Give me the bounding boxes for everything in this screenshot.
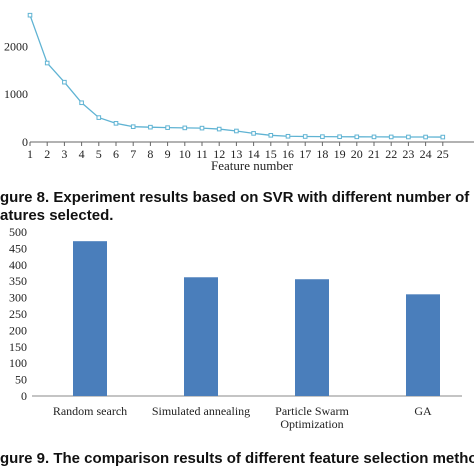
bar-y-tick-label: 200: [9, 323, 27, 337]
line-data-point: [440, 134, 446, 140]
bar: [295, 279, 329, 396]
line-x-tick-label: 24: [420, 147, 432, 161]
line-y-tick-label: 0: [22, 135, 28, 149]
line-data-point: [423, 134, 428, 140]
figure-8-caption-line-1: gure 8. Experiment results based on SVR …: [0, 189, 470, 206]
line-data-point: [148, 124, 153, 130]
line-x-tick-label: 4: [79, 147, 85, 161]
line-data-point: [96, 115, 102, 120]
bar-y-tick-label: 300: [9, 291, 27, 305]
line-x-tick-label: 11: [196, 147, 208, 161]
line-x-tick-label: 22: [385, 147, 397, 161]
bar-y-tick-label: 400: [9, 258, 27, 272]
line-chart-x-axis-label: Feature number: [211, 158, 294, 173]
bar-chart-method-comparison: 0 50 100 150 200 250 300 350 400 450 500 Random se…: [9, 225, 462, 431]
line-data-point: [130, 124, 136, 129]
line-x-tick-label: 1: [27, 147, 33, 161]
line-x-tick-label: 9: [165, 147, 171, 161]
line-x-tick-label: 18: [316, 147, 328, 161]
line-x-tick-label: 3: [61, 147, 67, 161]
line-y-tick-label: 2000: [4, 39, 28, 53]
line-x-tick-label: 19: [334, 147, 346, 161]
line-data-point: [234, 128, 239, 134]
line-x-tick-label: 23: [402, 147, 414, 161]
line-x-tick-label: 5: [96, 147, 102, 161]
bar-category-label: Optimization: [280, 417, 343, 431]
line-data-point: [182, 125, 188, 131]
line-data-point: [216, 126, 222, 132]
line-data-point: [79, 100, 84, 106]
line-data-point: [320, 134, 325, 139]
bar: [184, 277, 218, 396]
bar-y-tick-label: 350: [9, 274, 27, 288]
line-data-point: [251, 131, 256, 136]
line-x-tick-label: 21: [368, 147, 380, 161]
bar-y-tick-label: 100: [9, 356, 27, 370]
bar-category-label: Simulated annealing: [152, 404, 250, 418]
bar: [406, 294, 440, 396]
line-x-tick-label: 7: [130, 147, 136, 161]
line-data-point: [337, 134, 342, 140]
bar-category-label: Particle Swarm: [275, 404, 349, 418]
line-data-point: [199, 125, 205, 131]
line-x-tick-label: 20: [351, 147, 363, 161]
line-data-point: [354, 134, 360, 140]
bar-category-label: GA: [414, 404, 432, 418]
line-data-point: [302, 134, 308, 139]
bar-category-label: Random search: [53, 404, 127, 418]
line-x-tick-label: 17: [299, 147, 311, 161]
line-x-tick-label: 10: [179, 147, 191, 161]
bar-y-tick-label: 450: [9, 241, 27, 255]
line-x-tick-label: 25: [437, 147, 449, 161]
figure-9-caption: gure 9. The comparison results of differ…: [0, 450, 474, 467]
line-data-point: [62, 79, 67, 85]
bar-y-tick-label: 250: [9, 307, 27, 321]
line-x-tick-label: 13: [230, 147, 242, 161]
bar-y-tick-label: 0: [21, 389, 27, 403]
line-x-tick-label: 14: [248, 147, 260, 161]
line-data-point: [388, 134, 394, 140]
bar-y-tick-label: 500: [9, 225, 27, 239]
line-x-tick-label: 2: [44, 147, 50, 161]
line-y-tick-label: 1000: [4, 87, 28, 101]
line-x-tick-label: 6: [113, 147, 119, 161]
line-data-point: [165, 125, 170, 130]
line-x-tick-label: 16: [282, 147, 294, 161]
line-data-point: [44, 60, 50, 66]
line-data-point: [113, 121, 119, 126]
line-x-tick-label: 12: [213, 147, 225, 161]
line-data-point: [27, 12, 33, 18]
figure-8-caption-line-2: atures selected.: [0, 207, 114, 224]
bar: [73, 241, 107, 396]
bar-y-tick-label: 50: [15, 373, 27, 387]
line-x-tick-label: 15: [265, 147, 277, 161]
line-data-point: [406, 134, 411, 140]
line-x-tick-label: 8: [147, 147, 153, 161]
line-data-point: [285, 133, 291, 139]
line-data-point: [371, 134, 377, 140]
bar-y-tick-label: 150: [9, 340, 27, 354]
line-series: [29, 14, 443, 138]
line-data-point: [268, 133, 274, 138]
